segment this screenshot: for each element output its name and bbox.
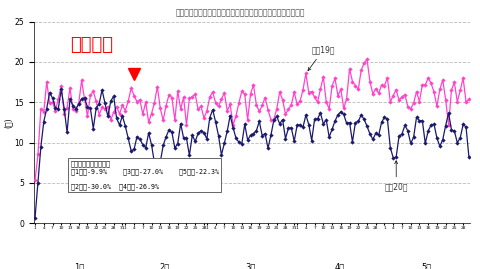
Text: 平成19年: 平成19年 — [308, 45, 335, 71]
Text: 3月: 3月 — [245, 262, 256, 269]
Text: 対前年同月実質増減率
・1月：-9.9%    ・3月：-27.0%    ・5月：-22.3%

・2月：-30.0%  ・4月：-26.9%: 対前年同月実質増減率 ・1月：-9.9% ・3月：-27.0% ・5月：-22.… — [71, 161, 219, 190]
Text: 平成20年: 平成20年 — [384, 161, 408, 191]
Text: 1月: 1月 — [73, 262, 84, 269]
Text: 冷凍調理食品支出金額の推移（ピンクは前年、濃い青が今年）: 冷凍調理食品支出金額の推移（ピンクは前年、濃い青が今年） — [175, 8, 305, 17]
Text: 5月: 5月 — [421, 262, 432, 269]
Text: 2月: 2月 — [159, 262, 170, 269]
Text: 4月: 4月 — [334, 262, 345, 269]
Y-axis label: (円): (円) — [4, 117, 13, 128]
Text: 事件発覚: 事件発覚 — [70, 36, 113, 54]
